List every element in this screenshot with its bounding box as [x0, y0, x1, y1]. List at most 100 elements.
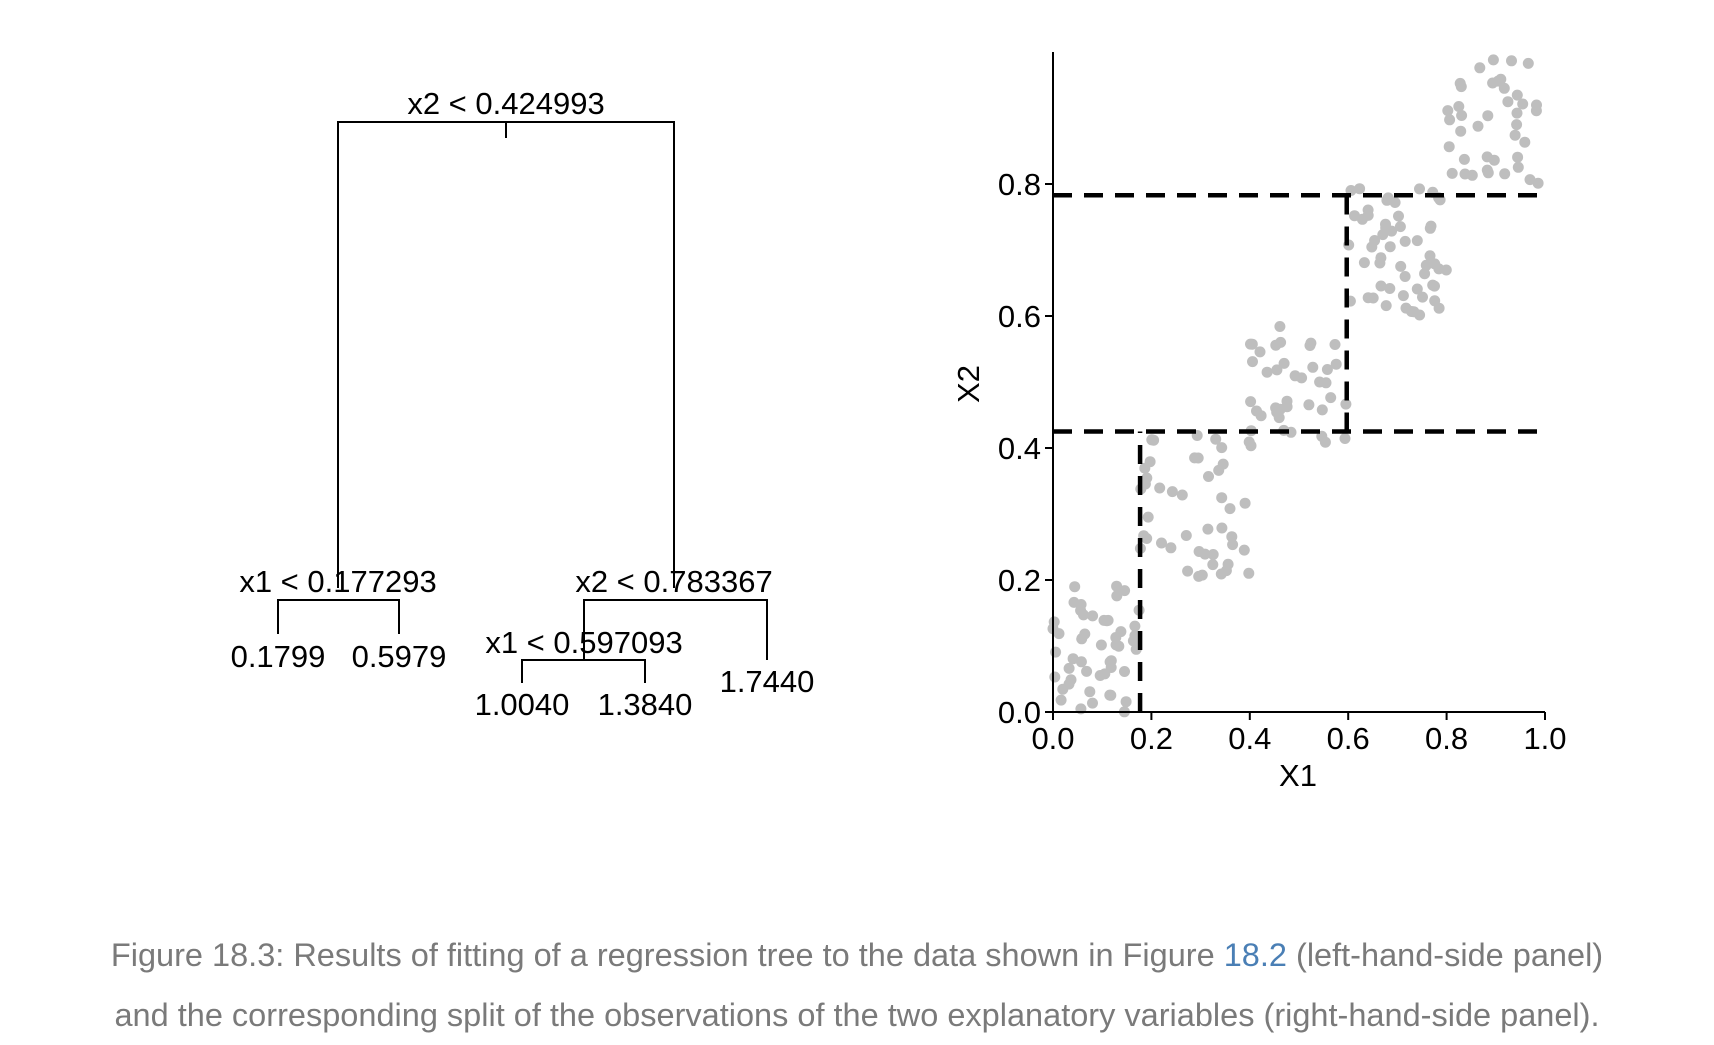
scatter-point: [1084, 686, 1096, 698]
scatter-point: [1251, 405, 1262, 417]
scatter-point: [1474, 62, 1486, 74]
x-tick-label: 0.0: [1031, 721, 1074, 756]
x-tick-label: 0.4: [1228, 721, 1271, 756]
tree-leaf-label: 1.3840: [598, 687, 693, 722]
y-axis-title: X2: [951, 365, 986, 403]
scatter-point: [1487, 77, 1499, 89]
scatter-point: [1119, 585, 1131, 597]
scatter-point: [1207, 559, 1219, 571]
scatter-point: [1482, 110, 1494, 122]
scatter-point: [1519, 136, 1531, 148]
scatter-point: [1369, 235, 1381, 246]
scatter-point: [1424, 222, 1436, 234]
scatter-point: [1247, 356, 1258, 368]
scatter-point: [1512, 161, 1524, 173]
scatter-point: [1414, 183, 1425, 195]
scatter-point: [1307, 361, 1319, 373]
scatter-point: [1063, 678, 1075, 690]
scatter-point: [1509, 129, 1521, 141]
tree-leaf-label: 0.5979: [352, 639, 447, 674]
scatter-point: [1261, 366, 1273, 378]
y-tick-label: 0.6: [998, 299, 1041, 334]
scatter-point: [1499, 168, 1511, 180]
scatter-point: [1406, 306, 1417, 317]
x-tick-label: 0.6: [1327, 721, 1370, 756]
scatter-point: [1524, 174, 1536, 186]
split-lines-layer: [1053, 192, 1545, 712]
tree-root-label: x2 < 0.424993: [407, 86, 604, 121]
scatter-point: [1517, 98, 1529, 110]
scatter-point: [1087, 697, 1098, 709]
scatter-point: [1202, 523, 1214, 535]
scatter-point: [1165, 542, 1177, 554]
scatter-point: [1068, 596, 1080, 608]
caption-text: Figure 18.3: Results of fitting of a reg…: [110, 937, 1224, 973]
scatter-point: [1356, 213, 1368, 225]
scatter-point: [1358, 257, 1370, 269]
scatter-point: [1166, 486, 1178, 498]
scatter-point: [1498, 82, 1510, 94]
scatter-point: [1239, 497, 1251, 509]
scatter-point: [1456, 110, 1468, 121]
tree-right-branch: [583, 599, 768, 660]
x-axis-title: X1: [1279, 758, 1317, 793]
figure: x2 < 0.424993 x1 < 0.177293 x2 < 0.78336…: [231, 52, 1567, 793]
scatter-point: [1458, 153, 1470, 165]
scatter-point: [1377, 229, 1389, 241]
scatter-point: [1271, 406, 1283, 418]
scatter-point: [1411, 235, 1423, 247]
tree-leaf-label: 0.1799: [231, 639, 326, 674]
tree-root-branch: [337, 121, 675, 588]
scatter-point: [1067, 653, 1079, 665]
tree-left-split-label: x1 < 0.177293: [239, 564, 436, 599]
scatter-point: [1511, 119, 1523, 131]
y-tick-label: 0.8: [998, 167, 1041, 202]
scatter-point: [1354, 183, 1366, 195]
scatter-point: [1245, 396, 1257, 408]
scatter-point: [1330, 358, 1342, 370]
scatter-point: [1281, 395, 1293, 407]
scatter-point: [1050, 646, 1062, 658]
scatter-point: [1446, 167, 1458, 179]
scatter-point: [1399, 271, 1411, 282]
scatter-point: [1433, 263, 1445, 275]
scatter-point: [1316, 404, 1328, 416]
scatter-point: [1472, 120, 1484, 132]
y-tick-label: 0.0: [998, 695, 1041, 730]
scatter-point: [1481, 164, 1493, 176]
scatter-point: [1362, 292, 1374, 304]
caption-line-1: Figure 18.3: Results of fitting of a reg…: [0, 925, 1714, 985]
x-tick-label: 0.2: [1130, 721, 1173, 756]
scatter-point: [1502, 96, 1514, 108]
scatter-point: [1339, 433, 1351, 444]
scatter-point: [1275, 336, 1287, 348]
scatter-point: [1048, 616, 1060, 628]
scatter-point: [1459, 168, 1471, 180]
scatter-point: [1427, 279, 1439, 291]
scatter-point: [1289, 370, 1301, 382]
scatter-point: [1393, 210, 1404, 222]
scatter-point: [1325, 392, 1337, 404]
scatter-point: [1111, 590, 1123, 602]
scatter-point: [1506, 55, 1517, 67]
scatter-point: [1127, 635, 1139, 647]
scatter-point: [1424, 250, 1436, 262]
figure-link[interactable]: 18.2: [1223, 937, 1287, 973]
scatter-point: [1511, 107, 1523, 119]
scatter-point: [1384, 283, 1396, 294]
scatter-point: [1303, 399, 1315, 411]
scatter-point: [1395, 260, 1407, 272]
scatter-point: [1119, 666, 1130, 677]
scatter-point: [1120, 696, 1132, 708]
scatter-plot: 0.0 0.2 0.4 0.6 0.8 1.0 0.0 0.2 0.4 0.6 0.8 X1 X2: [951, 52, 1567, 793]
scatter-point: [1111, 580, 1123, 592]
scatter-point: [1314, 376, 1326, 388]
y-tick-label: 0.2: [998, 563, 1041, 598]
scatter-point: [1454, 77, 1466, 89]
scatter-point: [1399, 235, 1411, 247]
scatter-point: [1511, 89, 1523, 101]
scatter-point: [1321, 364, 1333, 375]
scatter-point: [1196, 569, 1208, 581]
scatter-point: [1110, 639, 1122, 651]
scatter-point: [1216, 492, 1228, 504]
